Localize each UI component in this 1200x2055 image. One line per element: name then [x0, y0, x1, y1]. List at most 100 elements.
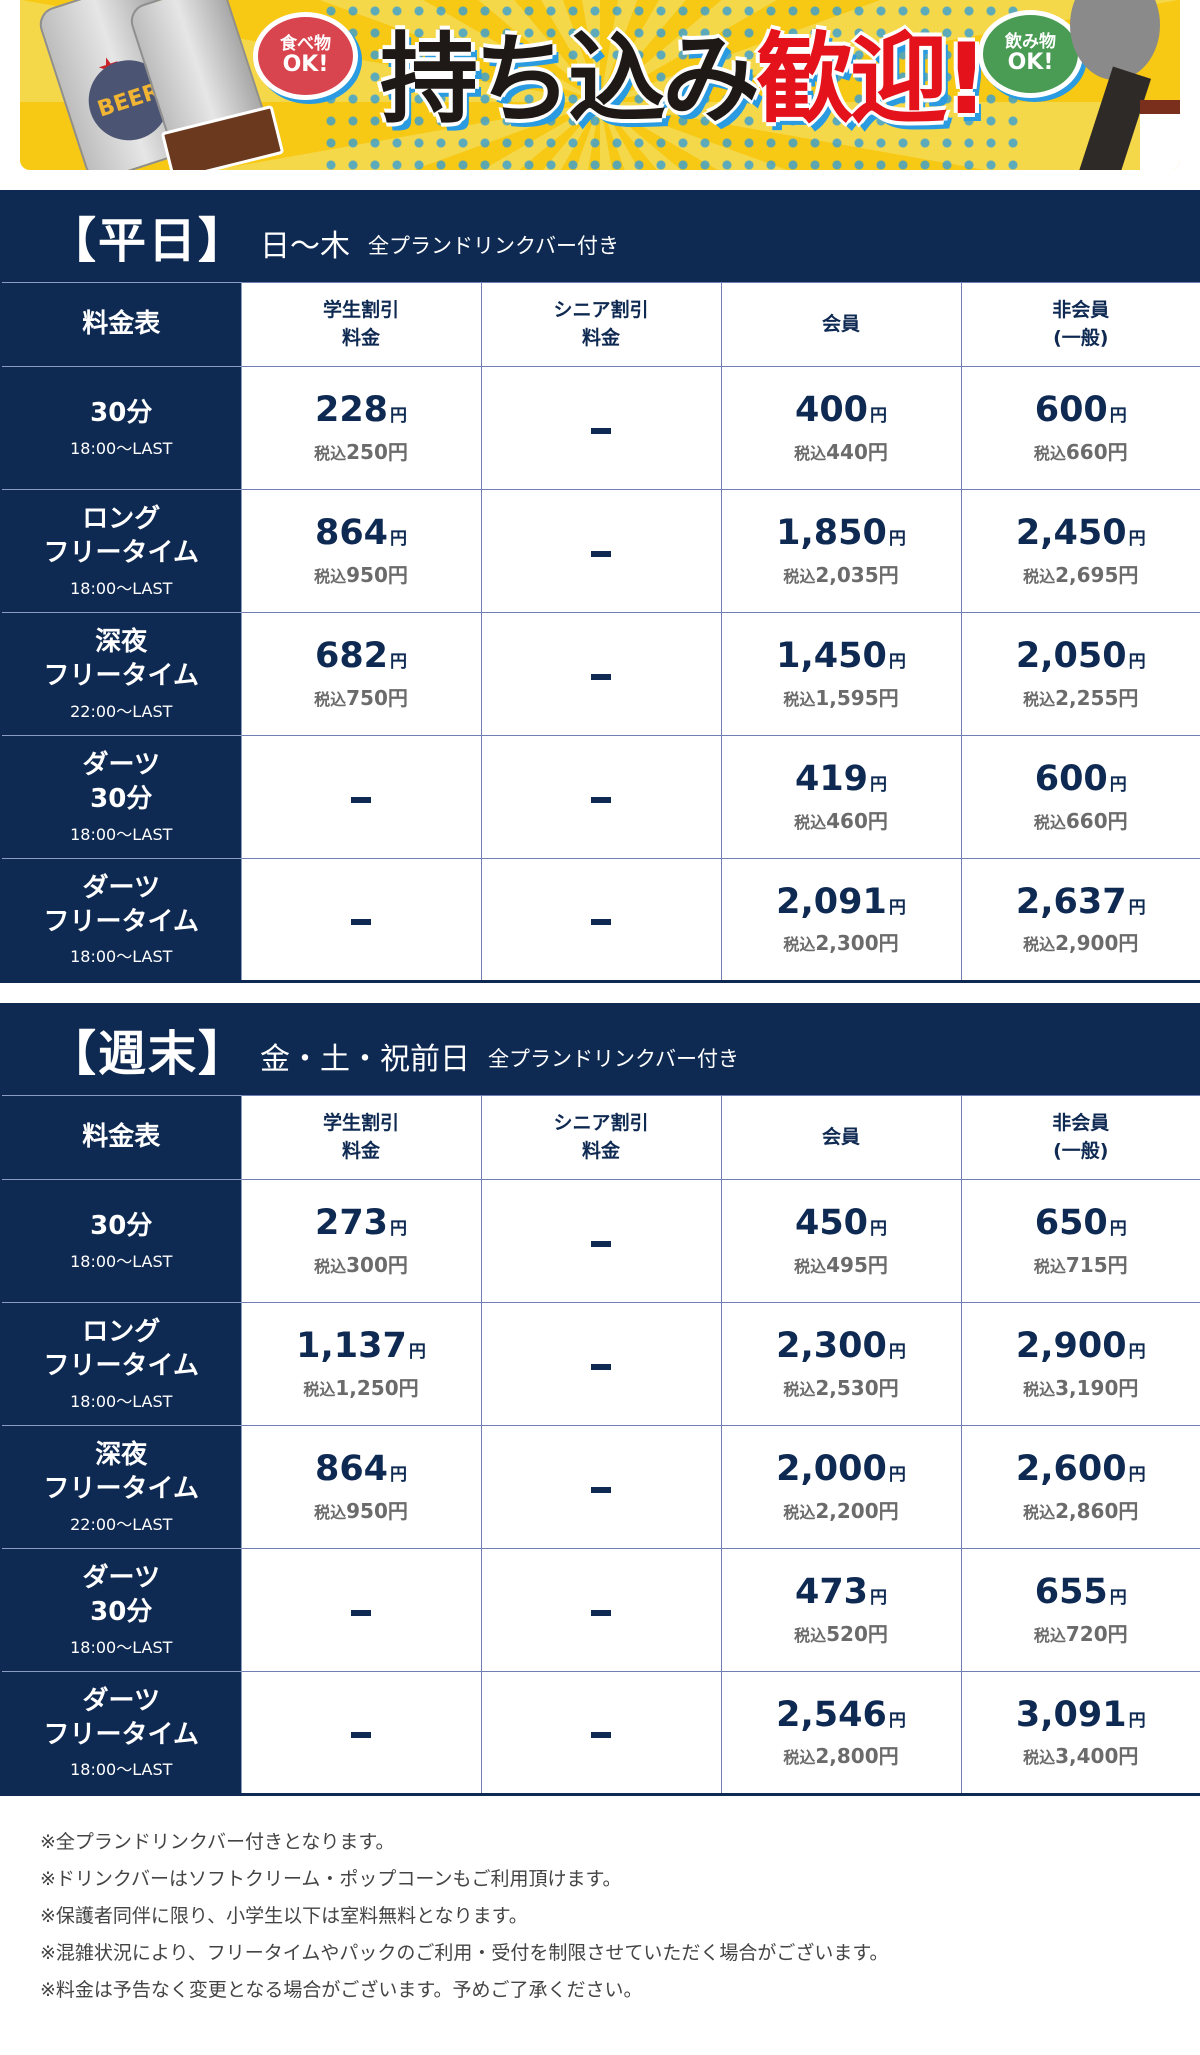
- price-excl-tax: 3,091 円: [962, 1696, 1200, 1735]
- plan-name: ロング フリータイム: [43, 1317, 199, 1381]
- plan-name: 30分: [90, 1211, 153, 1242]
- yen-unit: 円: [870, 775, 888, 796]
- price-value: 2,000: [776, 1449, 887, 1490]
- yen-unit: 円: [1118, 1498, 1139, 1523]
- student-price-cell: 228 円 税込250円: [240, 366, 482, 490]
- drink-ok-bubble: 飲み物 OK!: [978, 10, 1083, 98]
- price-value: 3,091: [1015, 1694, 1127, 1735]
- tax-value: 2,900: [1055, 931, 1119, 956]
- section-header: 【週末】 金・土・祝前日 全プランドリンクバー付き: [0, 1003, 1200, 1095]
- student-price-cell: 1,137 円 税込1,250円: [240, 1302, 482, 1426]
- tax-prefix: 税込: [1033, 1256, 1066, 1276]
- section-days: 金・土・祝前日: [260, 1042, 470, 1077]
- price-excl-tax: 2,600 円: [962, 1450, 1200, 1489]
- tax-value: 950: [346, 1498, 388, 1523]
- column-header-label: 非会員 (一般): [1052, 1111, 1110, 1162]
- yen-unit: 円: [888, 1342, 906, 1363]
- yen-unit: 円: [1128, 529, 1146, 550]
- food-ok-bubble: 食べ物 OK!: [253, 12, 358, 100]
- banner-headline: 持ち込み歓迎!: [380, 10, 989, 150]
- table-row: ダーツ 30分 18:00〜LAST 419 円 税込460円 600 円 税込66…: [0, 735, 1200, 859]
- yen-unit: 円: [878, 1375, 899, 1400]
- tax-value: 2,695: [1055, 562, 1119, 587]
- yen-unit: 円: [878, 562, 899, 587]
- tax-value: 660: [1065, 439, 1108, 464]
- not-available-dash: [591, 427, 611, 434]
- food-bubble-line1: 食べ物: [280, 33, 331, 54]
- price-value: 2,600: [1015, 1449, 1127, 1490]
- price-incl-tax: 税込300円: [242, 1249, 481, 1278]
- plan-label-cell: ダーツ フリータイム 18:00〜LAST: [0, 858, 242, 982]
- not-available-dash: [591, 796, 611, 803]
- column-header: 会員: [720, 282, 962, 367]
- tax-prefix: 税込: [314, 1256, 347, 1276]
- price-excl-tax: 864 円: [242, 1450, 481, 1489]
- drink-cup-icon: [1140, 100, 1180, 170]
- yen-unit: 円: [390, 406, 408, 427]
- plan-label-cell: ロング フリータイム 18:00〜LAST: [0, 1302, 242, 1426]
- price-incl-tax: 税込2,800円: [722, 1740, 961, 1769]
- price-value: 2,637: [1015, 881, 1127, 922]
- price-value: 600: [1034, 390, 1108, 431]
- yen-unit: 円: [1128, 1465, 1146, 1486]
- senior-price-cell: [480, 1425, 722, 1549]
- tax-prefix: 税込: [1033, 443, 1066, 463]
- price-excl-tax: 2,637 円: [962, 883, 1200, 922]
- plan-name: ロング フリータイム: [43, 504, 199, 568]
- not-available-dash: [591, 1240, 611, 1247]
- price-value: 655: [1034, 1572, 1108, 1613]
- tax-value: 2,255: [1055, 685, 1119, 710]
- plan-label-cell: 30分 18:00〜LAST: [0, 1179, 242, 1303]
- yen-unit: 円: [888, 897, 906, 918]
- weekday-price-table: 料金表 学生割引 料金 シニア割引 料金 会員 非会員 (一般) 30分 18:00〜L…: [0, 282, 1200, 983]
- price-excl-tax: 1,850 円: [722, 514, 961, 553]
- price-value: 864: [314, 513, 389, 554]
- plan-name: ダーツ 30分: [82, 1563, 160, 1627]
- tax-value: 2,860: [1055, 1498, 1119, 1523]
- price-value: 273: [314, 1203, 389, 1244]
- yen-unit: 円: [878, 685, 899, 710]
- price-excl-tax: 2,091 円: [722, 883, 961, 922]
- column-header: シニア割引 料金: [480, 282, 722, 367]
- price-incl-tax: 税込2,300円: [722, 927, 961, 956]
- plan-label-cell: ダーツ 30分 18:00〜LAST: [0, 1548, 242, 1672]
- price-incl-tax: 税込2,255円: [962, 682, 1200, 711]
- nonmember-price-cell: 600 円 税込660円: [960, 735, 1200, 859]
- price-incl-tax: 税込2,530円: [722, 1372, 961, 1401]
- tax-prefix: 税込: [783, 1748, 816, 1768]
- tax-prefix: 税込: [1023, 566, 1056, 586]
- plan-name: ダーツ 30分: [82, 750, 160, 814]
- section-title: 【週末】: [48, 1026, 249, 1082]
- price-value: 2,300: [776, 1326, 887, 1367]
- member-price-cell: 419 円 税込460円: [720, 735, 962, 859]
- tax-prefix: 税込: [1023, 1748, 1056, 1768]
- drink-bubble-line2: OK!: [1007, 50, 1054, 76]
- not-available-dash: [351, 1732, 371, 1738]
- tax-prefix: 税込: [1033, 1625, 1066, 1645]
- table-row: 深夜 フリータイム 22:00〜LAST 682 円 税込750円 1,450 円 …: [0, 612, 1200, 736]
- member-price-cell: 1,850 円 税込2,035円: [720, 489, 962, 613]
- tax-prefix: 税込: [314, 443, 347, 463]
- tax-prefix: 税込: [783, 935, 816, 955]
- student-price-cell: 864 円 税込950円: [240, 489, 482, 613]
- weekend-section: 【週末】 金・土・祝前日 全プランドリンクバー付き 料金表 学生割引 料金 シニア割…: [0, 1003, 1200, 1796]
- yen-unit: 円: [870, 406, 888, 427]
- price-excl-tax: 864 円: [242, 514, 481, 553]
- plan-time: 18:00〜LAST: [70, 578, 173, 598]
- price-excl-tax: 2,900 円: [962, 1327, 1200, 1366]
- plan-name: 深夜 フリータイム: [43, 1440, 199, 1504]
- plan-label-cell: 深夜 フリータイム 22:00〜LAST: [0, 612, 242, 736]
- tax-value: 715: [1065, 1252, 1108, 1277]
- member-price-cell: 400 円 税込440円: [720, 366, 962, 490]
- price-excl-tax: 600 円: [962, 391, 1200, 430]
- price-incl-tax: 税込750円: [242, 682, 481, 711]
- price-incl-tax: 税込495円: [722, 1249, 961, 1278]
- note-item: ※全プランドリンクバー付きとなります。: [40, 1831, 395, 1853]
- tax-value: 2,035: [815, 562, 879, 587]
- price-excl-tax: 1,137 円: [242, 1327, 481, 1366]
- yen-unit: 円: [870, 1219, 888, 1240]
- yen-unit: 円: [1107, 1621, 1128, 1646]
- yen-unit: 円: [387, 562, 408, 587]
- yen-unit: 円: [390, 1465, 408, 1486]
- tax-prefix: 税込: [303, 1379, 336, 1399]
